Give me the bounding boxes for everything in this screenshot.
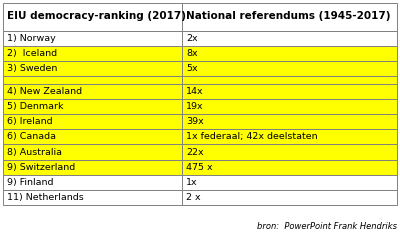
Text: 9) Finland: 9) Finland xyxy=(7,178,54,187)
Bar xyxy=(182,3,397,31)
Text: 3) Sweden: 3) Sweden xyxy=(7,64,57,73)
Bar xyxy=(182,46,397,61)
Text: 6) Canada: 6) Canada xyxy=(7,132,56,141)
Bar xyxy=(182,175,397,190)
Text: EIU democracy-ranking (2017): EIU democracy-ranking (2017) xyxy=(7,11,186,21)
Text: 1) Norway: 1) Norway xyxy=(7,34,56,43)
Text: 8) Australia: 8) Australia xyxy=(7,148,62,156)
Bar xyxy=(182,144,397,160)
Text: bron:  PowerPoint Frank Hendriks: bron: PowerPoint Frank Hendriks xyxy=(257,222,397,231)
Bar xyxy=(182,84,397,99)
Bar xyxy=(3,76,182,84)
Bar xyxy=(182,129,397,144)
Bar xyxy=(182,114,397,129)
Bar xyxy=(182,61,397,76)
Bar xyxy=(182,76,397,84)
Text: 39x: 39x xyxy=(186,117,204,126)
Text: 1x federaal; 42x deelstaten: 1x federaal; 42x deelstaten xyxy=(186,132,318,141)
Text: 22x: 22x xyxy=(186,148,204,156)
Text: 1x: 1x xyxy=(186,178,198,187)
Bar xyxy=(3,46,182,61)
Bar xyxy=(182,99,397,114)
Text: 5x: 5x xyxy=(186,64,198,73)
Bar xyxy=(3,3,182,31)
Text: 8x: 8x xyxy=(186,49,198,58)
Text: 4) New Zealand: 4) New Zealand xyxy=(7,87,82,96)
Bar xyxy=(182,31,397,46)
Bar xyxy=(3,175,182,190)
Bar xyxy=(3,99,182,114)
Bar xyxy=(3,144,182,160)
Bar xyxy=(3,114,182,129)
Bar xyxy=(3,190,182,205)
Text: 2)  Iceland: 2) Iceland xyxy=(7,49,57,58)
Bar xyxy=(3,129,182,144)
Bar xyxy=(3,31,182,46)
Bar xyxy=(3,84,182,99)
Text: 475 x: 475 x xyxy=(186,163,213,172)
Text: 19x: 19x xyxy=(186,102,204,111)
Text: 11) Netherlands: 11) Netherlands xyxy=(7,193,84,202)
Bar xyxy=(182,190,397,205)
Text: 14x: 14x xyxy=(186,87,204,96)
Text: 2 x: 2 x xyxy=(186,193,201,202)
Text: 2x: 2x xyxy=(186,34,198,43)
Text: National referendums (1945-2017): National referendums (1945-2017) xyxy=(186,11,391,21)
Bar xyxy=(182,160,397,175)
Text: 5) Denmark: 5) Denmark xyxy=(7,102,64,111)
Bar xyxy=(3,61,182,76)
Bar xyxy=(3,160,182,175)
Text: 9) Switzerland: 9) Switzerland xyxy=(7,163,75,172)
Text: 6) Ireland: 6) Ireland xyxy=(7,117,53,126)
